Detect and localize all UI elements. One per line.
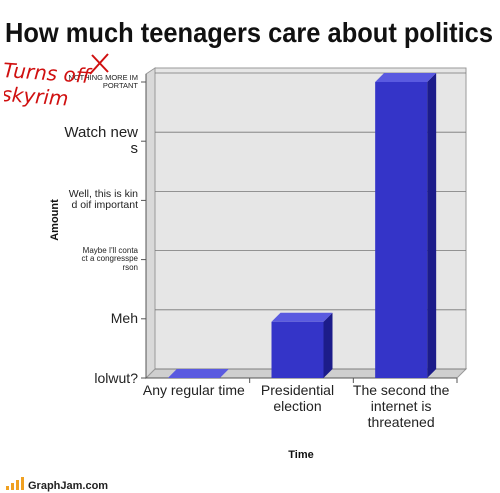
y-tick-label: NOTHING MORE IMPORTANT (68, 73, 138, 90)
y-tick-label-box: lolwut? (94, 369, 138, 386)
annotation-text: Turns off skyrim (4, 58, 92, 111)
bar (375, 82, 428, 378)
y-tick-label-box: Meh (110, 310, 138, 327)
bar-side (427, 73, 437, 378)
y-tick-label: lolwut? (94, 369, 138, 386)
footer-logo (6, 477, 24, 490)
annotation (89, 53, 109, 75)
y-tick-label: Well, this is kind oif important (68, 188, 138, 212)
x-tick-label: The second the internet is threatened (352, 382, 450, 431)
x-axis-label: Time (288, 449, 313, 461)
y-tick-label-box: Maybe I'll contact a congressperson (81, 246, 138, 272)
bar-top (271, 312, 333, 322)
bar-top (167, 369, 229, 378)
chart-title: How much teenagers care about politics (5, 17, 493, 48)
x-tick-label-box: Presidential election (260, 382, 335, 415)
x-tick-label-box: The second the internet is threatened (352, 382, 450, 431)
annotation-text-box: Turns off skyrim (4, 58, 92, 111)
y-tick-label: Meh (110, 310, 138, 327)
bar-top (375, 73, 437, 82)
y-tick-label-box: Watch news (64, 124, 138, 158)
x-tick-label-box: Any regular time (142, 382, 245, 398)
y-tick-label: Watch news (64, 124, 138, 158)
y-axis-label: Amount (49, 199, 61, 241)
y-tick-label-box: NOTHING MORE IMPORTANT (68, 73, 138, 90)
y-tick-label: Maybe I'll contact a congressperson (81, 246, 138, 272)
bar (271, 321, 324, 378)
cross-out (89, 53, 109, 75)
x-tick-label: Any regular time (142, 382, 245, 398)
x-tick-label: Presidential election (260, 382, 335, 415)
bar-side (323, 312, 333, 378)
y-tick-label-box: Well, this is kind oif important (68, 188, 138, 212)
plot-side (145, 67, 156, 380)
footer: GraphJam.com (28, 480, 108, 492)
